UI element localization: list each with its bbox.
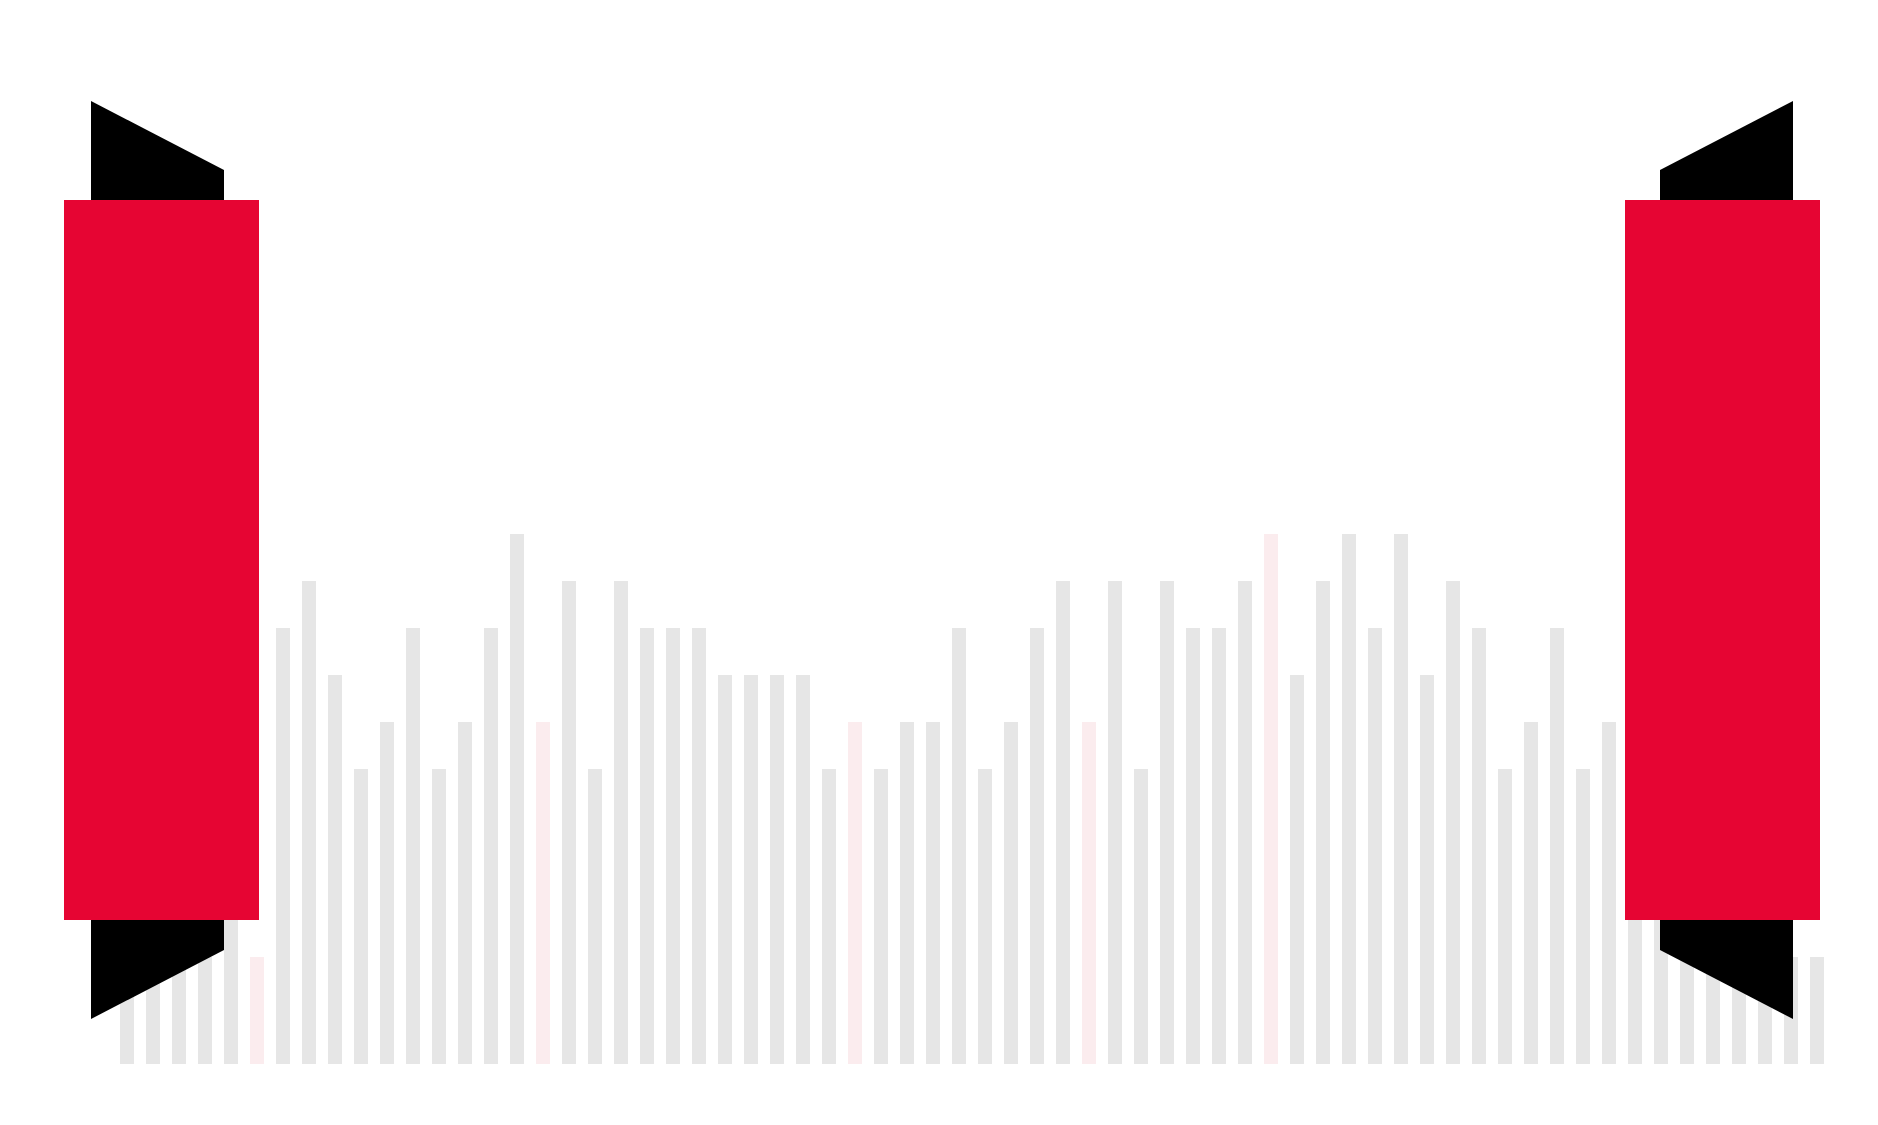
- equalizer-bar: [1160, 581, 1174, 1064]
- equalizer-bar: [1082, 722, 1096, 1064]
- equalizer-bar: [328, 675, 342, 1064]
- equalizer-bar: [666, 628, 680, 1064]
- equalizer-bar: [380, 722, 394, 1064]
- equalizer-bar: [926, 722, 940, 1064]
- equalizer-bar: [1810, 957, 1824, 1064]
- equalizer-bar: [692, 628, 706, 1064]
- equalizer-bar: [250, 957, 264, 1064]
- equalizer-bar: [952, 628, 966, 1064]
- equalizer-bar: [1576, 769, 1590, 1064]
- equalizer-bar: [172, 957, 186, 1064]
- equalizer-bar: [900, 722, 914, 1064]
- equalizer-bar: [510, 534, 524, 1064]
- equalizer-bar: [770, 675, 784, 1064]
- equalizer-bar: [1316, 581, 1330, 1064]
- equalizer-bar: [484, 628, 498, 1064]
- left-ribbon-fold-top: [91, 101, 224, 200]
- equalizer-bar: [1030, 628, 1044, 1064]
- equalizer-bar: [276, 628, 290, 1064]
- equalizer-bar: [1186, 628, 1200, 1064]
- equalizer-bar: [1238, 581, 1252, 1064]
- equalizer-bar: [1524, 722, 1538, 1064]
- equalizer-bar: [1212, 628, 1226, 1064]
- left-ribbon-panel: [64, 200, 259, 920]
- right-ribbon-fold-bottom: [1660, 920, 1793, 1019]
- equalizer-bar: [1056, 581, 1070, 1064]
- equalizer-bar: [588, 769, 602, 1064]
- equalizer-bar: [1290, 675, 1304, 1064]
- equalizer-bar: [848, 722, 862, 1064]
- equalizer-bar: [822, 769, 836, 1064]
- equalizer-bar: [640, 628, 654, 1064]
- equalizer-bar: [1342, 534, 1356, 1064]
- equalizer-bar: [874, 769, 888, 1064]
- equalizer-bar: [432, 769, 446, 1064]
- equalizer-bar: [536, 722, 550, 1064]
- equalizer-bar: [978, 769, 992, 1064]
- equalizer-bar: [1472, 628, 1486, 1064]
- left-ribbon-fold-bottom: [91, 920, 224, 1019]
- equalizer-bar: [1420, 675, 1434, 1064]
- equalizer-bar: [198, 957, 212, 1064]
- equalizer-bar: [744, 675, 758, 1064]
- equalizer-bar: [1394, 534, 1408, 1064]
- equalizer-bar: [1368, 628, 1382, 1064]
- right-ribbon-panel: [1625, 200, 1820, 920]
- equalizer-bar: [796, 675, 810, 1064]
- equalizer-bar: [1134, 769, 1148, 1064]
- equalizer-bar: [1108, 581, 1122, 1064]
- equalizer-bar: [1498, 769, 1512, 1064]
- equalizer-bar: [562, 581, 576, 1064]
- equalizer-bar: [302, 581, 316, 1064]
- equalizer-bar: [1550, 628, 1564, 1064]
- equalizer-bar: [406, 628, 420, 1064]
- equalizer-bar: [1004, 722, 1018, 1064]
- equalizer-bar: [354, 769, 368, 1064]
- equalizer-bar: [718, 675, 732, 1064]
- equalizer-bar: [1446, 581, 1460, 1064]
- equalizer-bar: [614, 581, 628, 1064]
- equalizer-bar: [1264, 534, 1278, 1064]
- equalizer-bar: [1602, 722, 1616, 1064]
- equalizer-bar: [458, 722, 472, 1064]
- right-ribbon-fold-top: [1660, 101, 1793, 200]
